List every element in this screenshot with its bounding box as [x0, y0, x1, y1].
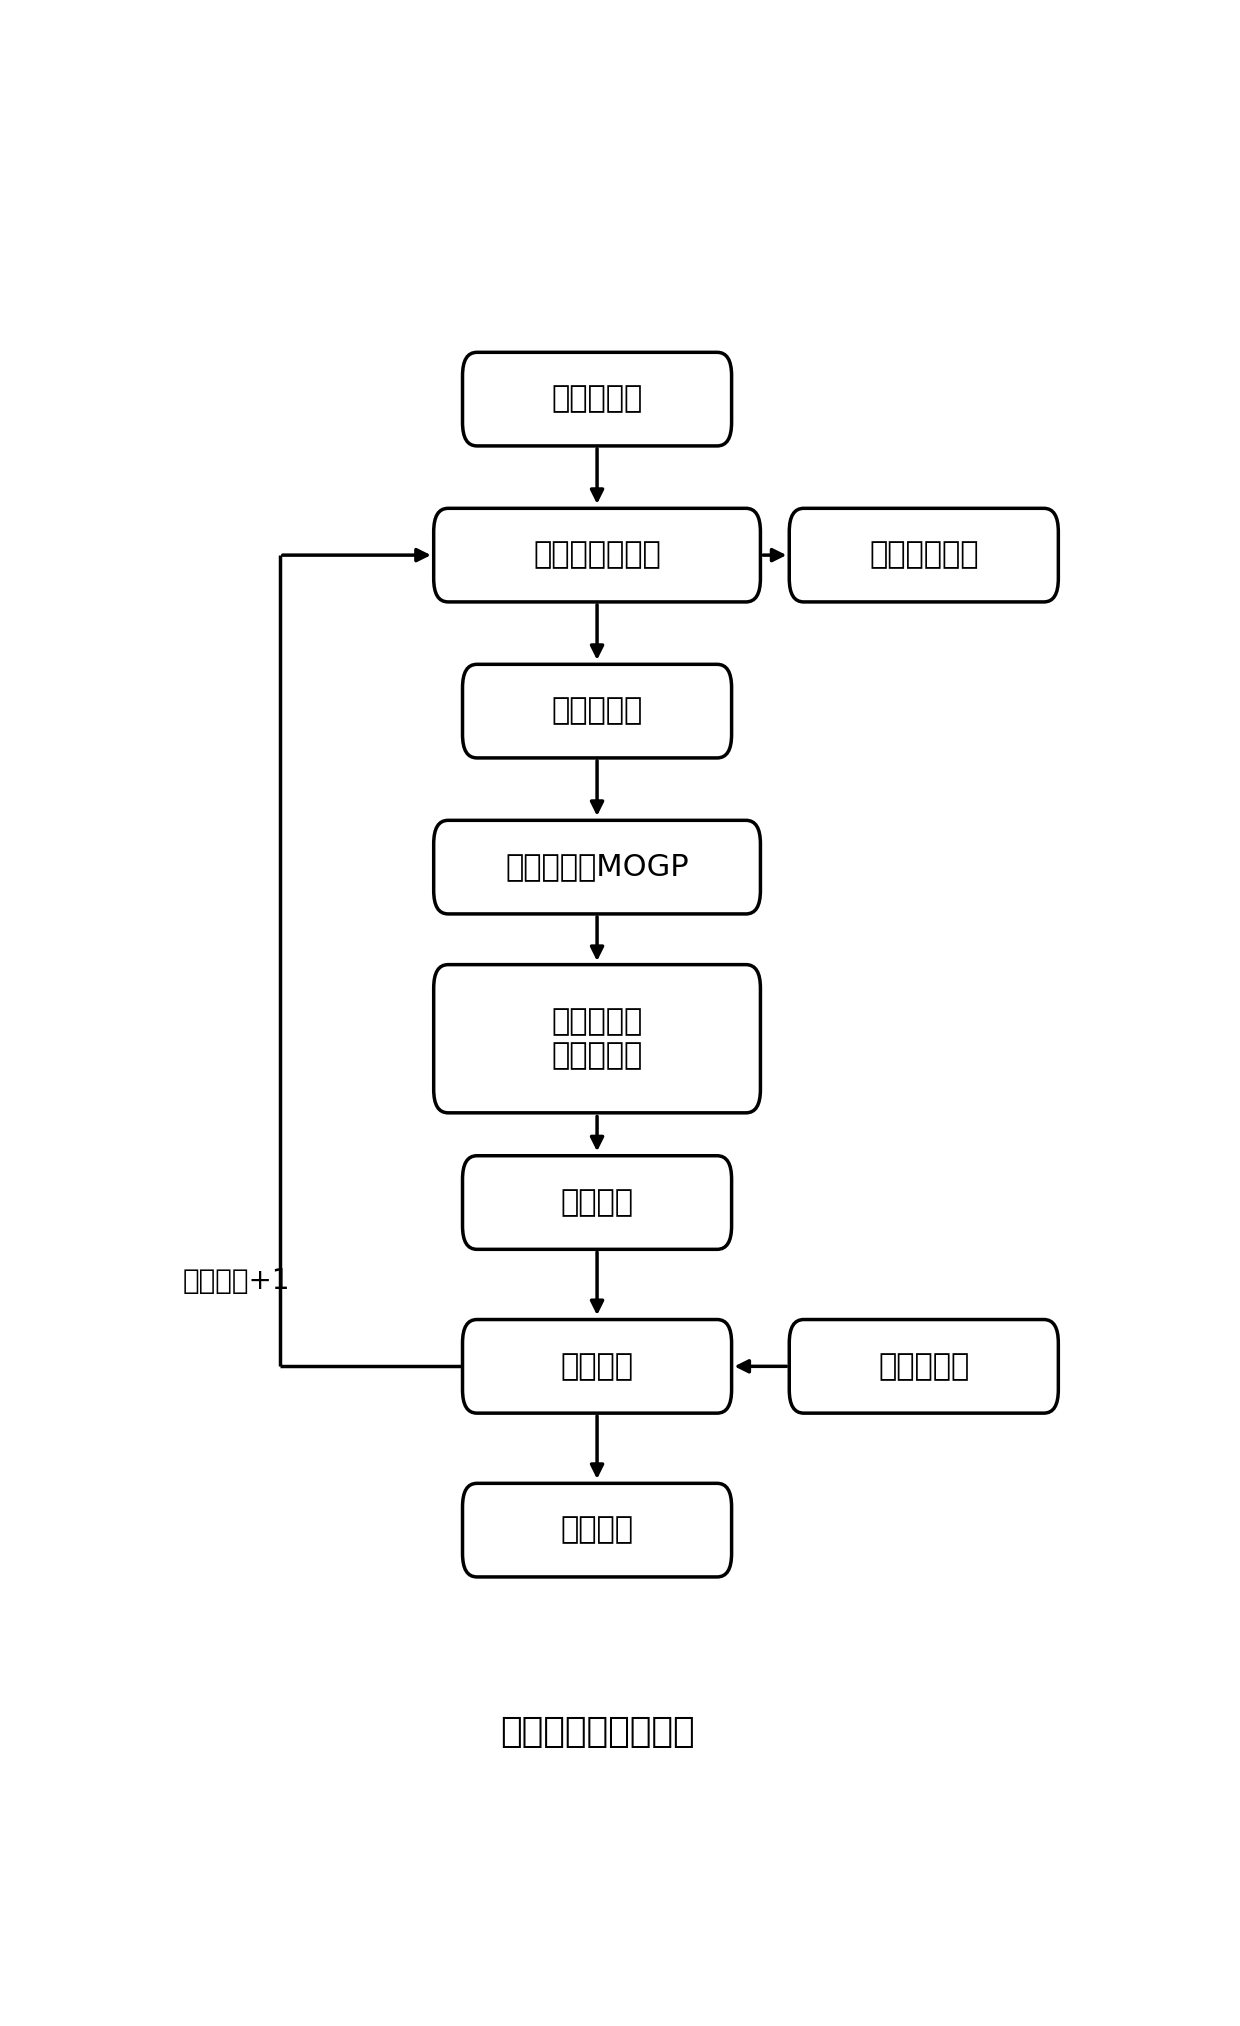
FancyBboxPatch shape: [789, 1319, 1059, 1414]
Text: 循环次数+1: 循环次数+1: [184, 1266, 290, 1295]
FancyBboxPatch shape: [463, 665, 732, 758]
FancyBboxPatch shape: [463, 1483, 732, 1576]
FancyBboxPatch shape: [463, 1155, 732, 1250]
FancyBboxPatch shape: [789, 509, 1059, 602]
Text: 特征参数选择: 特征参数选择: [869, 541, 978, 569]
FancyBboxPatch shape: [434, 509, 760, 602]
Text: 训练数据集: 训练数据集: [552, 697, 642, 725]
Text: 容量验证集: 容量验证集: [878, 1351, 970, 1382]
Text: 误差分析: 误差分析: [560, 1515, 634, 1544]
FancyBboxPatch shape: [434, 821, 760, 914]
Text: 构造多输出MOGP: 构造多输出MOGP: [505, 853, 689, 881]
Text: 容量估计: 容量估计: [560, 1351, 634, 1382]
FancyBboxPatch shape: [463, 1319, 732, 1414]
Text: 核函数选择
及参数设置: 核函数选择 及参数设置: [552, 1007, 642, 1070]
Text: 容量估计流程示意图: 容量估计流程示意图: [500, 1714, 694, 1748]
Text: 模型训练: 模型训练: [560, 1187, 634, 1218]
Text: 特征参数值集合: 特征参数值集合: [533, 541, 661, 569]
FancyBboxPatch shape: [434, 964, 760, 1112]
Text: 容量训练集: 容量训练集: [552, 385, 642, 413]
FancyBboxPatch shape: [463, 353, 732, 446]
